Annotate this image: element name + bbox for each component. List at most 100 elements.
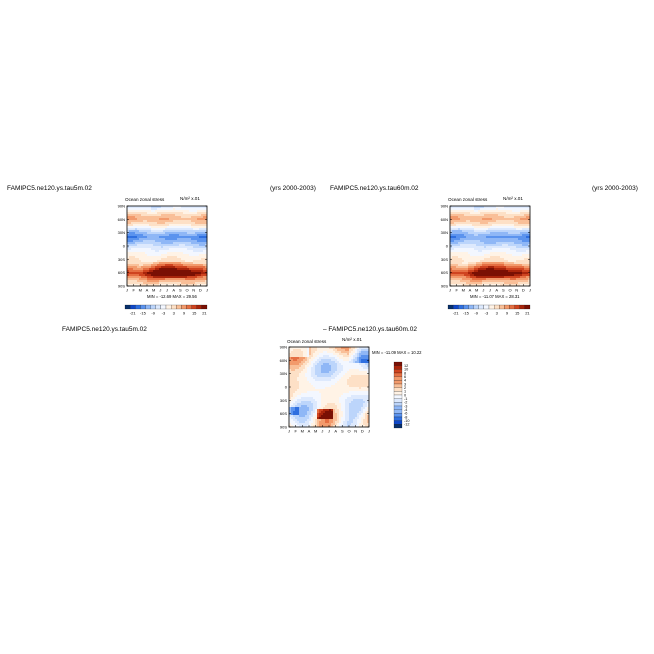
- x-tick-label: F: [132, 288, 135, 293]
- colorbar-swatch: [150, 304, 156, 310]
- panel-3-case-b-label: – FAMIPC5.ne120.ys.tau60m.02: [323, 326, 417, 333]
- colorbar-swatch: [447, 304, 454, 310]
- colorbar-label: 1: [404, 390, 406, 394]
- colorbar-label: 9: [506, 311, 509, 316]
- x-tick-label: O: [347, 429, 350, 434]
- colorbar-label: -3: [485, 311, 489, 316]
- colorbar-label: 4: [404, 379, 406, 383]
- colorbar-label: -10: [404, 419, 410, 423]
- x-tick-label: J: [166, 288, 168, 293]
- colorbar-swatch: [135, 304, 141, 310]
- colorbar-label: 6: [404, 375, 406, 379]
- colorbar-swatch: [468, 304, 474, 310]
- panel-3-variable-label: Ocean zonal stress: [287, 339, 327, 344]
- x-tick-label: N: [515, 288, 518, 293]
- panel-2-variable-label: Ocean zonal stress: [448, 197, 488, 202]
- x-tick-label: O: [508, 288, 511, 293]
- panel-1-colorbar: -21 -15 -9 -3 3 9 15 21: [124, 304, 208, 316]
- x-tick-label: D: [199, 288, 202, 293]
- colorbar-label: -15: [140, 311, 147, 316]
- colorbar-swatch: [176, 304, 182, 310]
- colorbar-swatch: [393, 402, 403, 407]
- colorbar-swatch: [191, 304, 197, 310]
- colorbar-swatch: [393, 387, 403, 392]
- colorbar-swatch: [519, 304, 525, 310]
- y-tick-label: 30N: [280, 371, 287, 376]
- colorbar-label: 15: [515, 311, 520, 316]
- colorbar-swatch: [473, 304, 479, 310]
- colorbar-label: -9: [151, 311, 155, 316]
- colorbar-swatch: [145, 304, 151, 310]
- x-tick-label: M: [152, 288, 155, 293]
- x-tick-label: A: [334, 429, 337, 434]
- x-tick-label: J: [288, 429, 290, 434]
- panel-1-stats: MIN = -12.69 MAX = 29.56: [147, 294, 197, 299]
- x-tick-label: J: [126, 288, 128, 293]
- panel-2-years-label: (yrs 2000-2003): [592, 185, 638, 192]
- colorbar-label: 15: [192, 311, 197, 316]
- colorbar-label: -3: [404, 404, 407, 408]
- colorbar-swatch: [171, 304, 177, 310]
- colorbar-swatch: [514, 304, 520, 310]
- x-tick-label: M: [139, 288, 142, 293]
- colorbar-label: -3: [162, 311, 166, 316]
- colorbar-label: -2: [404, 401, 407, 405]
- colorbar-swatch: [393, 376, 403, 381]
- colorbar-swatch: [483, 304, 490, 310]
- colorbar-swatch: [393, 383, 403, 388]
- colorbar-swatch: [499, 304, 505, 310]
- colorbar-label: -21: [453, 311, 460, 316]
- y-tick-label: 60S: [280, 411, 287, 416]
- panel-2-stats: MIN = -11.07 MAX = 28.31: [470, 294, 520, 299]
- colorbar-label: -21: [130, 311, 137, 316]
- colorbar-swatch: [393, 416, 403, 421]
- y-tick-label: 90N: [441, 204, 448, 209]
- panel-2-units-label: N/m² x.01: [503, 196, 523, 201]
- colorbar-swatch: [393, 365, 403, 370]
- panel-1-units-label: N/m² x.01: [180, 196, 200, 201]
- x-tick-label: J: [482, 288, 484, 293]
- colorbar-label: 0: [404, 393, 406, 397]
- colorbar-swatch: [201, 304, 208, 310]
- colorbar-swatch: [393, 405, 403, 410]
- x-tick-label: J: [489, 288, 491, 293]
- colorbar-swatch: [478, 304, 484, 310]
- x-tick-label: J: [529, 288, 531, 293]
- colorbar-swatch: [524, 304, 531, 310]
- panel-3-stats: MIN = -11.09 MAX = 10.22: [372, 350, 422, 355]
- colorbar-swatch: [488, 304, 495, 310]
- colorbar-swatch: [140, 304, 146, 310]
- x-tick-label: N: [354, 429, 357, 434]
- y-tick-label: 30N: [441, 230, 448, 235]
- colorbar-label: 9: [183, 311, 186, 316]
- y-tick-label: 60N: [280, 358, 287, 363]
- colorbar-swatch: [393, 361, 403, 366]
- colorbar-label: 3: [496, 311, 499, 316]
- colorbar-label: 12: [404, 364, 408, 368]
- colorbar-swatch: [393, 398, 403, 403]
- colorbar-label: -4: [404, 408, 407, 412]
- colorbar-swatch: [393, 409, 403, 414]
- panel-3-units-label: N/m² x.01: [342, 337, 362, 342]
- x-tick-label: D: [522, 288, 525, 293]
- x-tick-label: A: [469, 288, 472, 293]
- panel-1-case-label: FAMIPC5.ne120.ys.tau5m.02: [7, 185, 92, 192]
- y-tick-label: 30S: [280, 398, 287, 403]
- y-tick-label: 60S: [441, 270, 448, 275]
- panel-2-case-label: FAMIPC5.ne120.ys.tau60m.02: [330, 185, 419, 192]
- y-tick-label: 60S: [118, 270, 125, 275]
- x-tick-label: A: [308, 429, 311, 434]
- colorbar-swatch: [130, 304, 136, 310]
- colorbar-label: -12: [404, 423, 410, 427]
- x-tick-label: S: [179, 288, 182, 293]
- y-tick-label: 90S: [118, 284, 125, 289]
- colorbar-swatch: [393, 413, 403, 418]
- colorbar-swatch: [393, 372, 403, 377]
- colorbar-label: -15: [463, 311, 470, 316]
- x-tick-label: A: [495, 288, 498, 293]
- colorbar-swatch: [453, 304, 459, 310]
- x-tick-label: D: [361, 429, 364, 434]
- colorbar-swatch: [504, 304, 510, 310]
- colorbar-swatch: [509, 304, 515, 310]
